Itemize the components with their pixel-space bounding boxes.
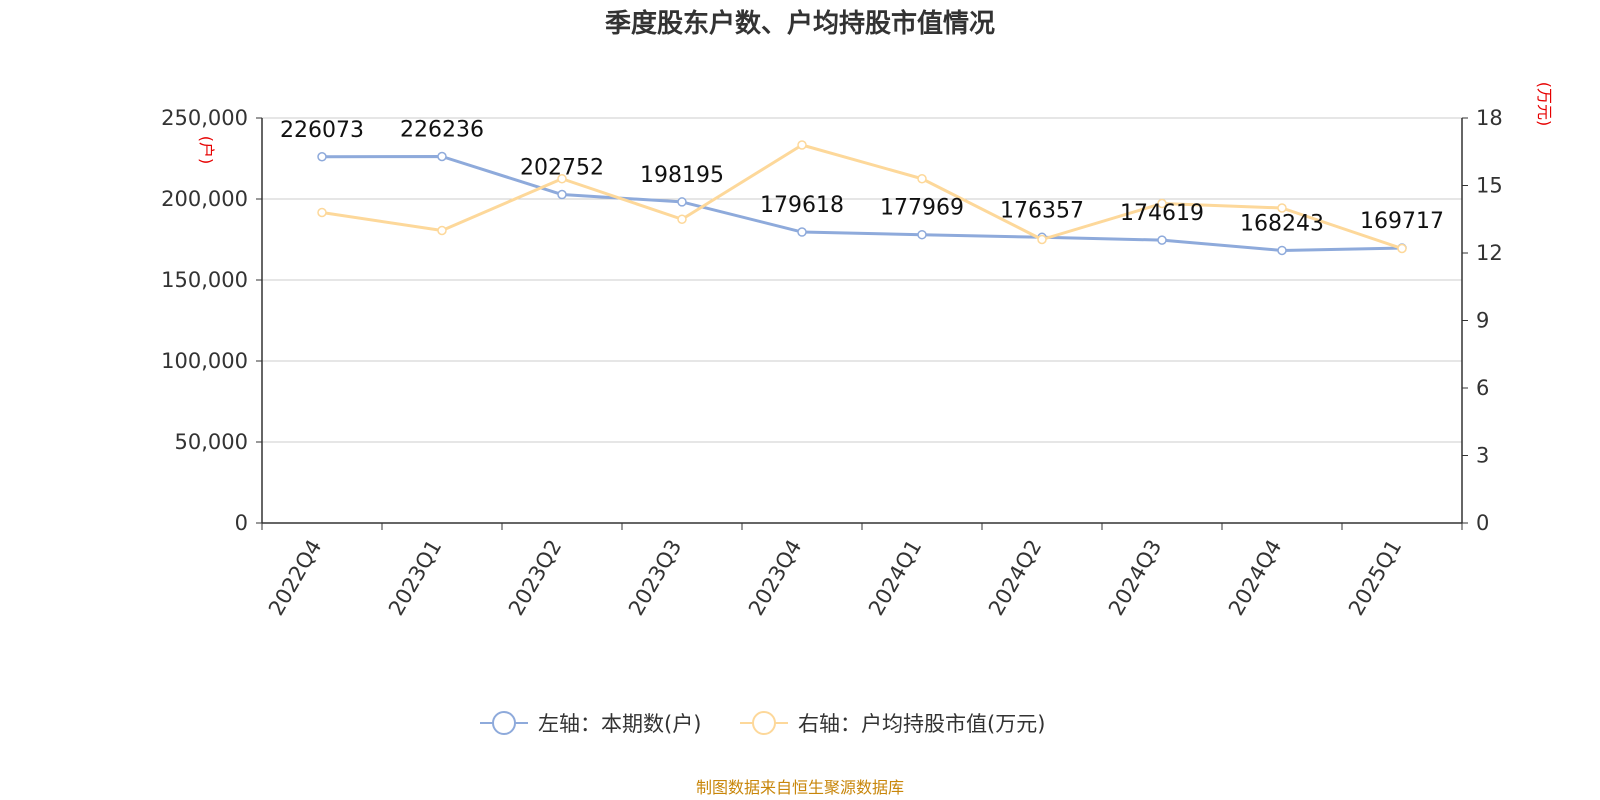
x-axis-tick-label: 2023Q3 <box>624 536 686 620</box>
right-series-line <box>321 143 1403 250</box>
left-axis-tick-label: 200,000 <box>161 187 248 211</box>
right-axis-tick-label: 9 <box>1476 309 1489 333</box>
x-axis-tick-label: 2025Q1 <box>1344 536 1406 620</box>
left-series-point <box>557 189 567 200</box>
x-axis-tick-label: 2024Q3 <box>1104 536 1166 620</box>
right-series-point <box>1037 234 1047 245</box>
left-axis-tick-label: 250,000 <box>161 106 248 130</box>
legend-label-right-series: 右轴：户均持股市值(万元) <box>798 712 1045 736</box>
legend-marker-left-series <box>492 711 516 735</box>
data-label: 198195 <box>640 163 724 188</box>
left-series-point <box>437 151 447 162</box>
right-series-point <box>677 214 687 224</box>
left-axis-unit: (户) <box>197 136 216 165</box>
legend: 左轴：本期数(户) 右轴：户均持股市值(万元) <box>480 711 1045 736</box>
x-axis-tick-label: 2023Q4 <box>744 536 806 620</box>
series <box>317 140 1407 256</box>
x-axis-tick-label: 2023Q2 <box>504 536 566 620</box>
right-series-point <box>437 225 447 236</box>
left-axis-tick-label: 150,000 <box>161 268 248 292</box>
right-series-point <box>1157 198 1167 209</box>
left-series-line <box>321 154 1403 252</box>
axes: 0 50,000 100,000 150,000 200,000 250,000 0 3 6 9 1… <box>161 82 1554 620</box>
chart-title: 季度股东户数、户均持股市值情况 <box>605 8 995 39</box>
left-series-point <box>1157 235 1167 245</box>
right-axis-unit: (万元) <box>1535 82 1554 127</box>
x-axis-tick-label: 2024Q4 <box>1224 536 1286 620</box>
grid-lines <box>262 117 1462 443</box>
right-series-point <box>917 174 927 184</box>
right-axis-tick-label: 18 <box>1476 106 1503 130</box>
x-axis-tick-label: 2024Q2 <box>984 536 1046 620</box>
data-label: 179618 <box>760 193 844 218</box>
legend-marker-right-series <box>752 711 776 735</box>
right-series-point <box>317 207 327 218</box>
left-series-point <box>317 152 327 162</box>
data-label: 169717 <box>1360 209 1444 234</box>
left-axis-tick-label: 50,000 <box>175 430 248 454</box>
data-labels: 226073 226236 202752 198195 179618 177969 1763… <box>280 117 1444 236</box>
data-label: 177969 <box>880 196 964 221</box>
left-series-point <box>1277 245 1287 256</box>
right-axis-tick-label: 3 <box>1476 444 1489 468</box>
left-axis-tick-label: 100,000 <box>161 349 248 373</box>
data-label: 202752 <box>520 156 604 181</box>
right-axis-tick-label: 12 <box>1476 241 1503 265</box>
x-axis-tick-label: 2022Q4 <box>264 536 326 620</box>
right-axis-tick-label: 15 <box>1476 174 1503 198</box>
left-axis-tick-label: 0 <box>235 511 248 535</box>
data-label: 176357 <box>1000 198 1084 223</box>
x-axis-tick-label: 2023Q1 <box>384 536 446 620</box>
right-series-point <box>1277 203 1287 213</box>
right-series-point <box>797 140 807 150</box>
right-series-point <box>1397 243 1407 254</box>
data-label: 226236 <box>400 117 484 142</box>
left-series-point <box>677 197 687 207</box>
right-axis-tick-label: 6 <box>1476 376 1489 400</box>
left-series-point <box>797 227 807 237</box>
legend-label-left-series: 左轴：本期数(户) <box>538 712 701 736</box>
source-note: 制图数据来自恒生聚源数据库 <box>696 778 904 797</box>
data-label: 174619 <box>1120 201 1204 226</box>
left-series-point <box>917 229 927 240</box>
right-series-point <box>557 174 567 184</box>
data-label: 168243 <box>1240 211 1324 236</box>
x-axis-tick-label: 2024Q1 <box>864 536 926 620</box>
right-axis-tick-label: 0 <box>1476 511 1489 535</box>
data-label: 226073 <box>280 118 364 143</box>
